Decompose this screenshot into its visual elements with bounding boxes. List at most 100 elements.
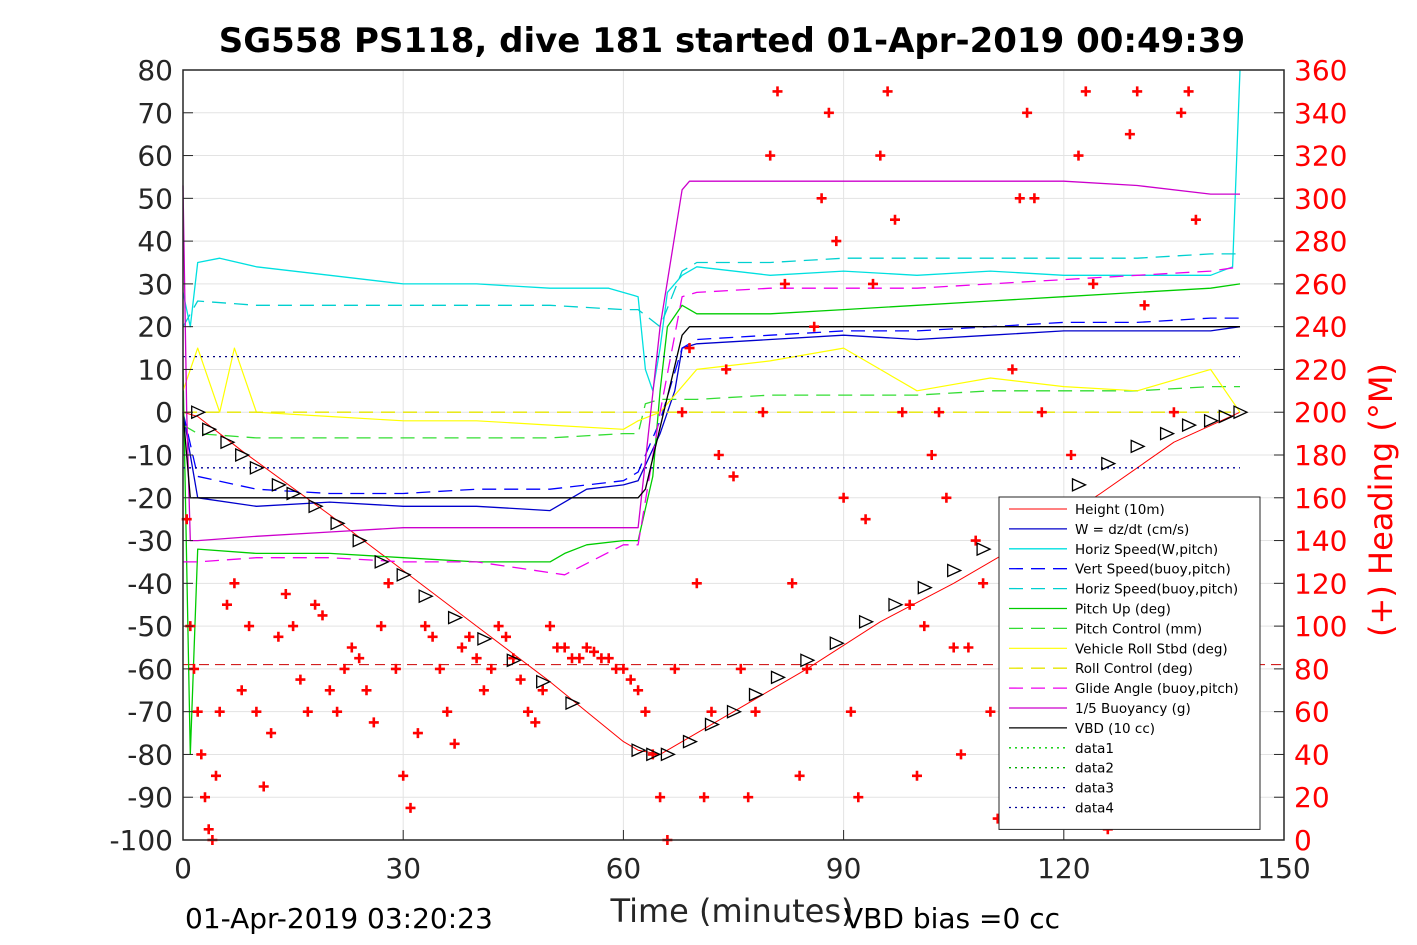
heading-point xyxy=(258,781,269,792)
legend-label-buoyancy: 1/5 Buoyancy (g) xyxy=(1075,701,1191,717)
height-marker xyxy=(1181,418,1198,433)
legend-label-pitch_up: Pitch Up (deg) xyxy=(1075,602,1171,618)
height-marker xyxy=(286,486,302,501)
y-tick--10: -10 xyxy=(127,439,173,472)
heading-point xyxy=(236,685,247,696)
heading-point xyxy=(376,621,387,632)
height-marker xyxy=(858,614,875,629)
heading-point xyxy=(1139,300,1150,311)
heading-point xyxy=(449,738,460,749)
heading-point xyxy=(919,621,930,632)
height-marker xyxy=(330,516,346,531)
height-marker xyxy=(220,435,236,450)
y2-axis-ticks: 3603403203002802602402202001801601401201… xyxy=(1274,54,1347,857)
series-horiz_speed_w xyxy=(182,69,1241,392)
heading-point xyxy=(633,685,644,696)
heading-point xyxy=(1080,86,1091,97)
heading-point xyxy=(1022,107,1033,118)
y2-tick-180: 180 xyxy=(1294,439,1347,472)
heading-point xyxy=(1183,86,1194,97)
height-marker xyxy=(506,653,522,668)
heading-point xyxy=(868,278,878,289)
height-marker xyxy=(447,610,464,625)
heading-point xyxy=(266,728,277,739)
y-tick-80: 80 xyxy=(137,54,173,87)
height-marker xyxy=(235,447,251,463)
heading-point xyxy=(713,450,724,460)
heading-point xyxy=(750,706,761,717)
heading-point xyxy=(699,792,710,803)
y-tick-30: 30 xyxy=(137,268,173,301)
heading-point xyxy=(537,685,548,696)
heading-point xyxy=(735,663,746,674)
heading-point xyxy=(427,631,438,642)
legend-label-horiz_speed_w: Horiz Speed(W,pitch) xyxy=(1075,542,1218,558)
legend-label-vert_speed_buoy: Vert Speed(buoy,pitch) xyxy=(1075,562,1231,578)
heading-point xyxy=(794,770,805,781)
y2-tick-280: 280 xyxy=(1294,225,1347,258)
height-marker xyxy=(271,477,287,492)
heading-point xyxy=(603,653,614,664)
heading-point xyxy=(845,706,856,717)
legend-label-height: Height (10m) xyxy=(1075,502,1165,518)
height-marker xyxy=(1233,405,1249,420)
heading-point xyxy=(1014,193,1025,204)
y2-axis-label: (+) Heading (°M) xyxy=(1362,363,1400,637)
series-horiz_speed_buoy xyxy=(182,253,1240,328)
height-marker xyxy=(646,747,662,762)
y-tick--20: -20 xyxy=(127,482,173,515)
x-tick-120: 120 xyxy=(1037,852,1090,885)
legend-label-data1: data1 xyxy=(1075,741,1114,757)
y-tick--40: -40 xyxy=(127,567,173,600)
height-marker xyxy=(1071,477,1088,492)
heading-point xyxy=(809,321,820,332)
heading-point xyxy=(295,674,306,685)
heading-point xyxy=(963,642,974,653)
chart-title: SG558 PS118, dive 181 started 01-Apr-201… xyxy=(219,21,1245,61)
y2-tick-140: 140 xyxy=(1294,525,1347,558)
height-marker xyxy=(682,734,699,749)
heading-point xyxy=(471,653,482,664)
heading-point xyxy=(934,407,944,418)
y2-tick-300: 300 xyxy=(1294,182,1347,215)
heading-point xyxy=(288,621,299,632)
y-tick--30: -30 xyxy=(127,525,173,558)
heading-point xyxy=(412,728,423,739)
heading-point xyxy=(211,770,221,781)
height-marker xyxy=(352,533,368,548)
x-tick-0: 0 xyxy=(174,852,192,885)
y2-tick-120: 120 xyxy=(1294,567,1347,600)
y2-tick-60: 60 xyxy=(1294,696,1330,729)
heading-point xyxy=(970,535,981,546)
y2-tick-80: 80 xyxy=(1294,653,1330,686)
heading-point xyxy=(346,642,357,653)
heading-point xyxy=(390,663,401,674)
height-marker xyxy=(374,554,390,569)
heading-point xyxy=(324,685,335,696)
heading-point xyxy=(816,193,827,204)
y-tick-10: 10 xyxy=(137,353,173,386)
heading-point xyxy=(1124,129,1135,140)
heading-point xyxy=(339,663,350,674)
height-marker xyxy=(1130,439,1146,454)
heading-point xyxy=(523,706,533,717)
height-marker xyxy=(800,653,816,668)
heading-point xyxy=(890,214,900,225)
y-tick-50: 50 xyxy=(137,182,173,215)
y2-tick-40: 40 xyxy=(1294,738,1330,771)
heading-point xyxy=(530,717,541,728)
height-marker xyxy=(976,542,992,557)
height-marker xyxy=(308,499,324,514)
y2-tick-0: 0 xyxy=(1294,824,1312,857)
height-marker xyxy=(631,743,647,758)
heading-point xyxy=(203,824,214,835)
height-marker xyxy=(1203,413,1220,428)
y-tick-0: 0 xyxy=(155,396,173,429)
heading-point xyxy=(1168,407,1179,418)
heading-point xyxy=(765,150,776,161)
heading-point xyxy=(772,86,783,97)
series-buoyancy xyxy=(182,180,1240,542)
heading-point xyxy=(1088,278,1099,289)
heading-point xyxy=(317,610,328,621)
